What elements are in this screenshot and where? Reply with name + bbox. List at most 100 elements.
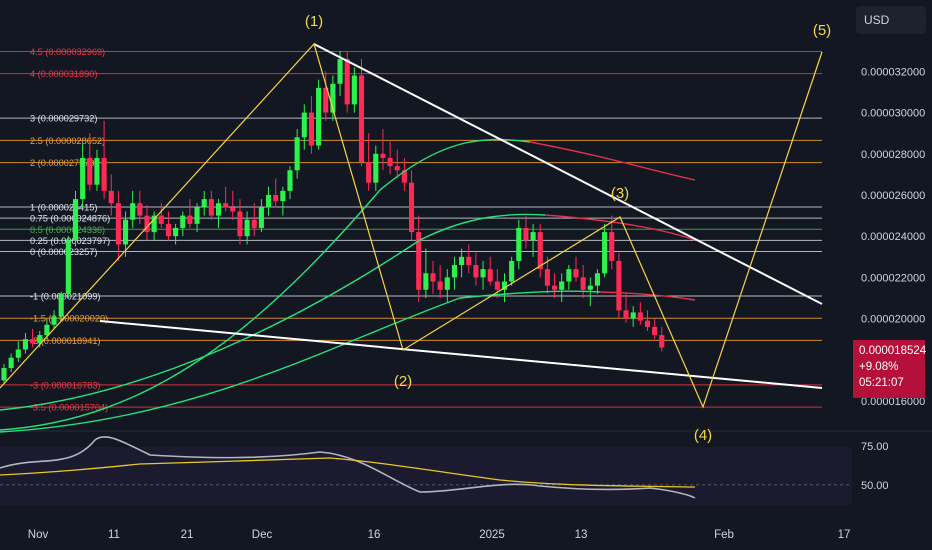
bar-countdown: 05:21:07	[859, 377, 904, 389]
x-tick-label: 2025	[479, 529, 505, 541]
candle-body	[480, 269, 486, 278]
candle-body	[423, 273, 429, 290]
ma-curve-upper-red	[529, 141, 696, 181]
candle-body	[451, 265, 457, 278]
fib-level-label: -1 (0.000021099)	[30, 291, 101, 301]
candle-body	[659, 335, 665, 348]
candle-body	[144, 215, 150, 233]
fib-level-label: 2 (0.000027573)	[30, 158, 97, 168]
candle-body	[366, 162, 372, 183]
fib-level-label: 2.5 (0.000028652)	[30, 136, 105, 146]
currency-button[interactable]: USD	[856, 6, 926, 34]
x-tick-label: 16	[368, 529, 381, 541]
wave-label: (5)	[813, 22, 831, 39]
candle-body	[273, 195, 279, 202]
y-tick-label: 0.000016000	[861, 396, 925, 408]
rsi-band	[0, 447, 852, 505]
last-price-badge: 0.000018524 +9.08% 05:21:07	[853, 340, 926, 398]
wave-label: (2)	[394, 373, 412, 390]
candle-body	[266, 195, 272, 208]
candle-body	[537, 232, 543, 270]
fib-level-label: -2 (0.000018941)	[30, 336, 101, 346]
wave-label: (1)	[305, 13, 323, 30]
candle-body	[552, 285, 558, 290]
candle-body	[523, 227, 529, 241]
candle-body	[587, 285, 593, 290]
candle-body	[108, 190, 114, 204]
candle-body	[430, 273, 436, 282]
candle-body	[137, 203, 143, 216]
candle-body	[330, 83, 336, 113]
fib-level-label: -3 (0.000016783)	[30, 380, 101, 390]
candle-body	[87, 157, 93, 185]
candle-body	[594, 273, 600, 286]
candle-body	[237, 211, 243, 237]
candle-body	[51, 316, 57, 325]
candle-body	[294, 137, 300, 171]
ma-curve-upper	[0, 138, 531, 431]
price-change: +9.08%	[859, 361, 899, 373]
fib-level-label: 4.5 (0.000032969)	[30, 47, 105, 57]
candle-body	[516, 227, 522, 261]
candle-body	[65, 240, 71, 294]
candle-body	[609, 232, 615, 261]
candle-body	[215, 203, 222, 216]
ma-curve-lower	[0, 290, 601, 433]
candle-body	[208, 199, 214, 216]
candle-body	[487, 269, 493, 282]
candle-body	[251, 219, 257, 228]
y-tick-label: 0.000020000	[861, 314, 925, 326]
candle-body	[387, 157, 393, 167]
candle-body	[652, 326, 658, 336]
candle-body	[344, 59, 350, 105]
candle-body	[573, 269, 579, 278]
fib-level-label: 3 (0.000029732)	[30, 114, 97, 124]
candle-body	[501, 281, 508, 290]
candle-body	[173, 227, 179, 237]
candle-body	[351, 75, 357, 105]
candle-body	[466, 256, 472, 266]
candle-body	[373, 153, 379, 183]
candle-body	[623, 310, 629, 319]
lower-trendline	[99, 320, 823, 389]
elliott-wave-path	[0, 42, 823, 409]
candle-body	[301, 112, 307, 138]
candle-body	[308, 112, 314, 146]
fib-level-label: 1 (0.000025415)	[30, 203, 97, 213]
candle-body	[58, 293, 64, 317]
candle-body	[630, 312, 636, 319]
candle-body	[158, 215, 164, 224]
x-tick-label: Nov	[28, 529, 49, 541]
fib-level-label: 0.75 (0.000024876)	[30, 214, 110, 224]
candle-body	[337, 59, 343, 84]
candle-body	[566, 269, 572, 282]
x-tick-label: 11	[108, 529, 120, 541]
candle-body	[637, 312, 643, 321]
fib-level-label: -1.5 (0.000020020)	[30, 314, 108, 324]
candle-body	[616, 260, 622, 311]
x-tick-label: 13	[575, 529, 588, 541]
candle-body	[444, 277, 450, 290]
candle-body	[509, 260, 515, 282]
y-tick-label: 0.000032000	[861, 66, 925, 78]
candle-body	[151, 215, 157, 233]
candle-body	[15, 349, 21, 358]
fib-level-label: -3.5 (0.000015704)	[30, 403, 108, 413]
candle-body	[530, 232, 536, 241]
y-tick-label: 0.000024000	[861, 231, 925, 243]
x-tick-label: 17	[838, 529, 851, 541]
candle-body	[580, 277, 586, 290]
candle-body	[323, 87, 329, 113]
x-tick-label: Dec	[252, 529, 273, 541]
rsi-tick-label: 75.00	[861, 441, 889, 453]
candle-body	[101, 157, 107, 191]
candle-body	[8, 357, 14, 369]
candle-body	[459, 256, 465, 266]
x-tick-label: 21	[181, 529, 194, 541]
candle-body	[30, 339, 36, 344]
candle-body	[473, 265, 479, 278]
candle-body	[115, 203, 121, 245]
rsi-ma-line	[0, 457, 696, 488]
